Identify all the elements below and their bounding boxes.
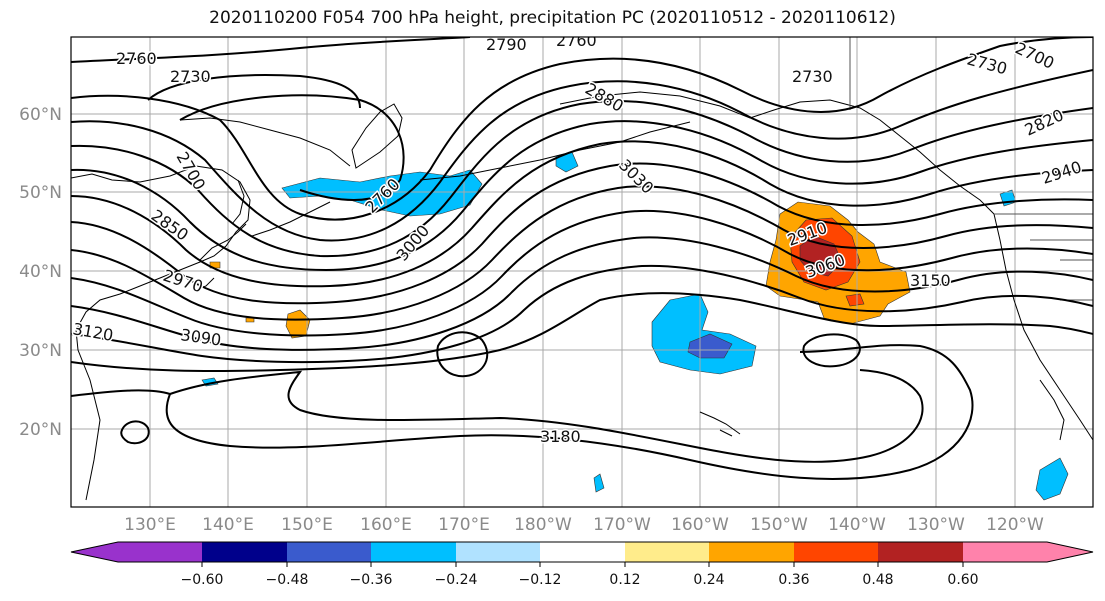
lat-label: 20°N — [19, 420, 62, 440]
contour-label: 3180 — [540, 427, 581, 446]
map-frame — [70, 36, 1094, 508]
lon-label: 150°W — [750, 515, 808, 535]
colorbar-tick-label: 0.12 — [609, 572, 640, 588]
colorbar-tick-label: 0.60 — [947, 572, 978, 588]
colorbar-tick-label: −0.48 — [266, 572, 309, 588]
coastlines — [71, 37, 1093, 501]
coast-hawaii — [699, 411, 741, 437]
coast-baja — [1039, 379, 1065, 441]
colorbar-segment — [118, 542, 202, 562]
height-contours — [71, 37, 1093, 480]
colorbar-tick-label: −0.12 — [519, 572, 562, 588]
colorbar-tick-label: 0.24 — [693, 572, 724, 588]
lon-label: 180°W — [514, 515, 572, 535]
lon-label: 140°W — [828, 515, 886, 535]
lon-label: 120°W — [986, 515, 1044, 535]
colorbar-tick-label: −0.36 — [350, 572, 393, 588]
gridlines — [71, 37, 1093, 507]
precip-blue-small-3 — [593, 473, 605, 493]
precip-red-small — [845, 293, 865, 307]
lat-label: 30°N — [19, 341, 62, 361]
colorbar-segment — [287, 542, 371, 562]
colorbar-segment-low-arrow — [71, 542, 118, 562]
colorbar-segment — [878, 542, 963, 562]
colorbar-segment — [625, 542, 709, 562]
colorbar-tick-label: 0.36 — [778, 572, 809, 588]
contour-label: 3150 — [910, 271, 951, 290]
lat-label: 40°N — [19, 262, 62, 282]
coast-sakhalin — [231, 179, 245, 225]
colorbar-segment — [540, 542, 625, 562]
map-title: 2020110200 F054 700 hPa height, precipit… — [209, 8, 896, 28]
latitude-labels: 20°N 30°N 40°N 50°N 60°N — [19, 105, 62, 440]
contour-label: 2790 — [486, 35, 527, 54]
colorbar-segment — [456, 542, 540, 562]
colorbar-segment — [709, 542, 794, 562]
contour-label: 2730 — [792, 67, 833, 86]
lat-label: 60°N — [19, 105, 62, 125]
colorbar-tick-label: 0.48 — [862, 572, 893, 588]
precip-purple-central — [687, 333, 733, 359]
coast-asia — [71, 165, 251, 501]
contour-label: 2730 — [170, 67, 211, 86]
colorbar-tick-label: −0.60 — [181, 572, 224, 588]
borders-na — [849, 37, 1093, 301]
coast-kamchatka — [351, 103, 403, 169]
colorbar-segment — [371, 542, 456, 562]
coast-alaska — [559, 91, 995, 215]
coast-kuril — [251, 201, 331, 237]
coast-okhotsk — [179, 117, 351, 167]
lon-label: 150°E — [281, 515, 333, 535]
precip-shading — [201, 151, 1069, 501]
contour-label: 2760 — [556, 31, 597, 50]
colorbar-segment-high-arrow — [1047, 542, 1093, 562]
lat-label: 50°N — [19, 183, 62, 203]
precip-blue-east — [1035, 457, 1069, 501]
lon-label: 170°E — [438, 515, 490, 535]
colorbar-ticks — [201, 562, 964, 567]
colorbar-tick-label: −0.24 — [435, 572, 478, 588]
colorbar-segment — [963, 542, 1047, 562]
lon-label: 160°W — [671, 515, 729, 535]
colorbar-segment — [202, 542, 287, 562]
lon-label: 130°W — [907, 515, 965, 535]
longitude-labels: 130°E 140°E 150°E 160°E 170°E 180°W 170°… — [124, 515, 1044, 535]
contour-label: 2760 — [116, 49, 157, 68]
lon-label: 140°E — [202, 515, 254, 535]
colorbar-outline — [70, 541, 1094, 563]
lon-label: 130°E — [124, 515, 176, 535]
colorbar-segment — [794, 542, 878, 562]
lon-label: 170°W — [593, 515, 651, 535]
colorbar: −0.60 −0.48 −0.36 −0.24 −0.12 0.12 0.24 … — [70, 541, 1094, 588]
lon-label: 160°E — [360, 515, 412, 535]
coast-aleutian — [419, 121, 691, 181]
